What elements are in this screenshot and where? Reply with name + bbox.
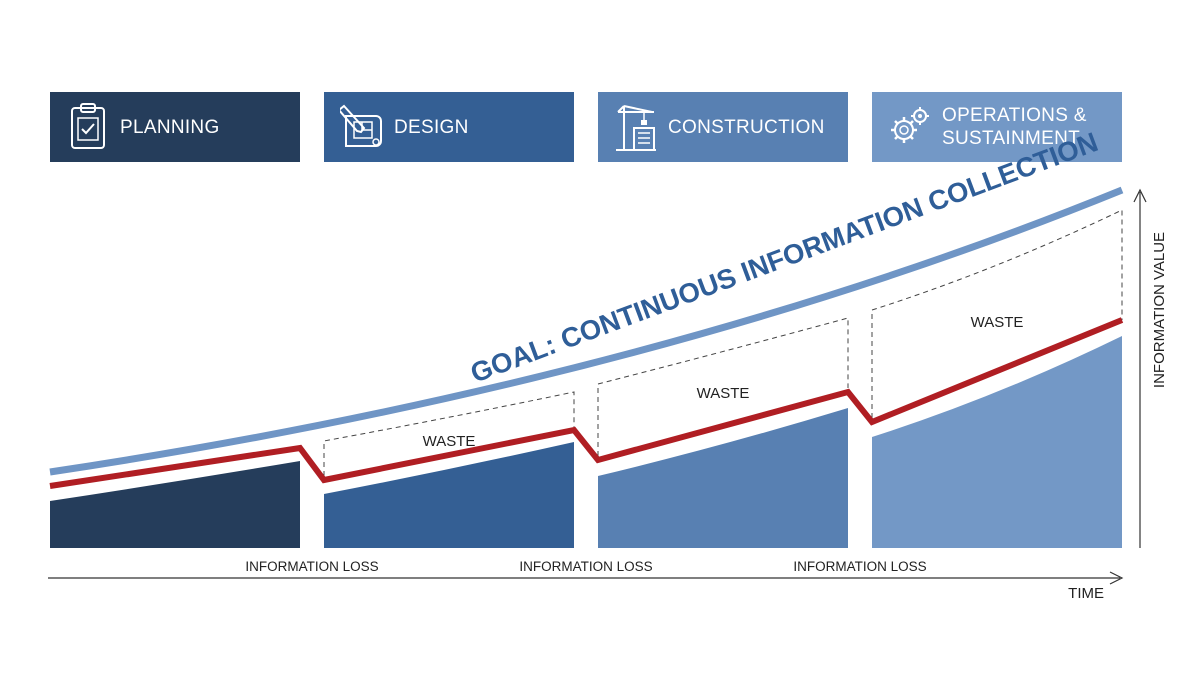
phase-label-design: DESIGN <box>394 116 469 138</box>
phase-construction: CONSTRUCTION <box>598 92 848 162</box>
gears-icon <box>891 107 929 143</box>
goal-line <box>49 186 1124 476</box>
goal-label: GOAL: CONTINUOUS INFORMATION COLLECTION <box>466 126 1102 389</box>
clipboard-icon <box>71 103 105 149</box>
waste-label-operations: WASTE <box>971 314 1024 331</box>
phase-label-operations-line2: SUSTAINMENT <box>942 128 1081 149</box>
waste-region-design <box>323 391 575 476</box>
waste-region-construction <box>597 317 849 456</box>
value-block-design <box>324 442 574 548</box>
waste-label-construction: WASTE <box>697 385 750 402</box>
phase-design: DESIGN <box>324 92 574 162</box>
information-value-axis-label: INFORMATION VALUE <box>1151 232 1168 388</box>
waste-label-design: WASTE <box>423 433 476 450</box>
information-loss-label-3: INFORMATION LOSS <box>793 559 926 574</box>
phase-label-construction: CONSTRUCTION <box>668 116 825 138</box>
value-block-construction <box>598 408 848 548</box>
time-axis-arrowhead <box>1109 571 1124 585</box>
phase-label-operations: OPERATIONS & SUSTAINMENT <box>942 104 1087 150</box>
information-value-axis-arrowhead <box>1133 188 1147 203</box>
phase-planning: PLANNING <box>50 92 300 162</box>
waste-region-operations <box>871 209 1123 418</box>
time-axis-label: TIME <box>1068 585 1104 602</box>
phase-label-operations-line1: OPERATIONS & <box>942 105 1087 126</box>
phase-label-planning: PLANNING <box>120 116 220 138</box>
blueprint-pencil-icon <box>340 104 382 147</box>
value-block-planning <box>50 461 300 548</box>
actual-information-line <box>49 317 1124 489</box>
information-loss-label-2: INFORMATION LOSS <box>519 559 652 574</box>
phase-operations: OPERATIONS & SUSTAINMENT <box>872 92 1122 162</box>
value-block-operations <box>872 336 1122 548</box>
information-loss-label-1: INFORMATION LOSS <box>245 559 378 574</box>
crane-building-icon <box>616 105 656 151</box>
